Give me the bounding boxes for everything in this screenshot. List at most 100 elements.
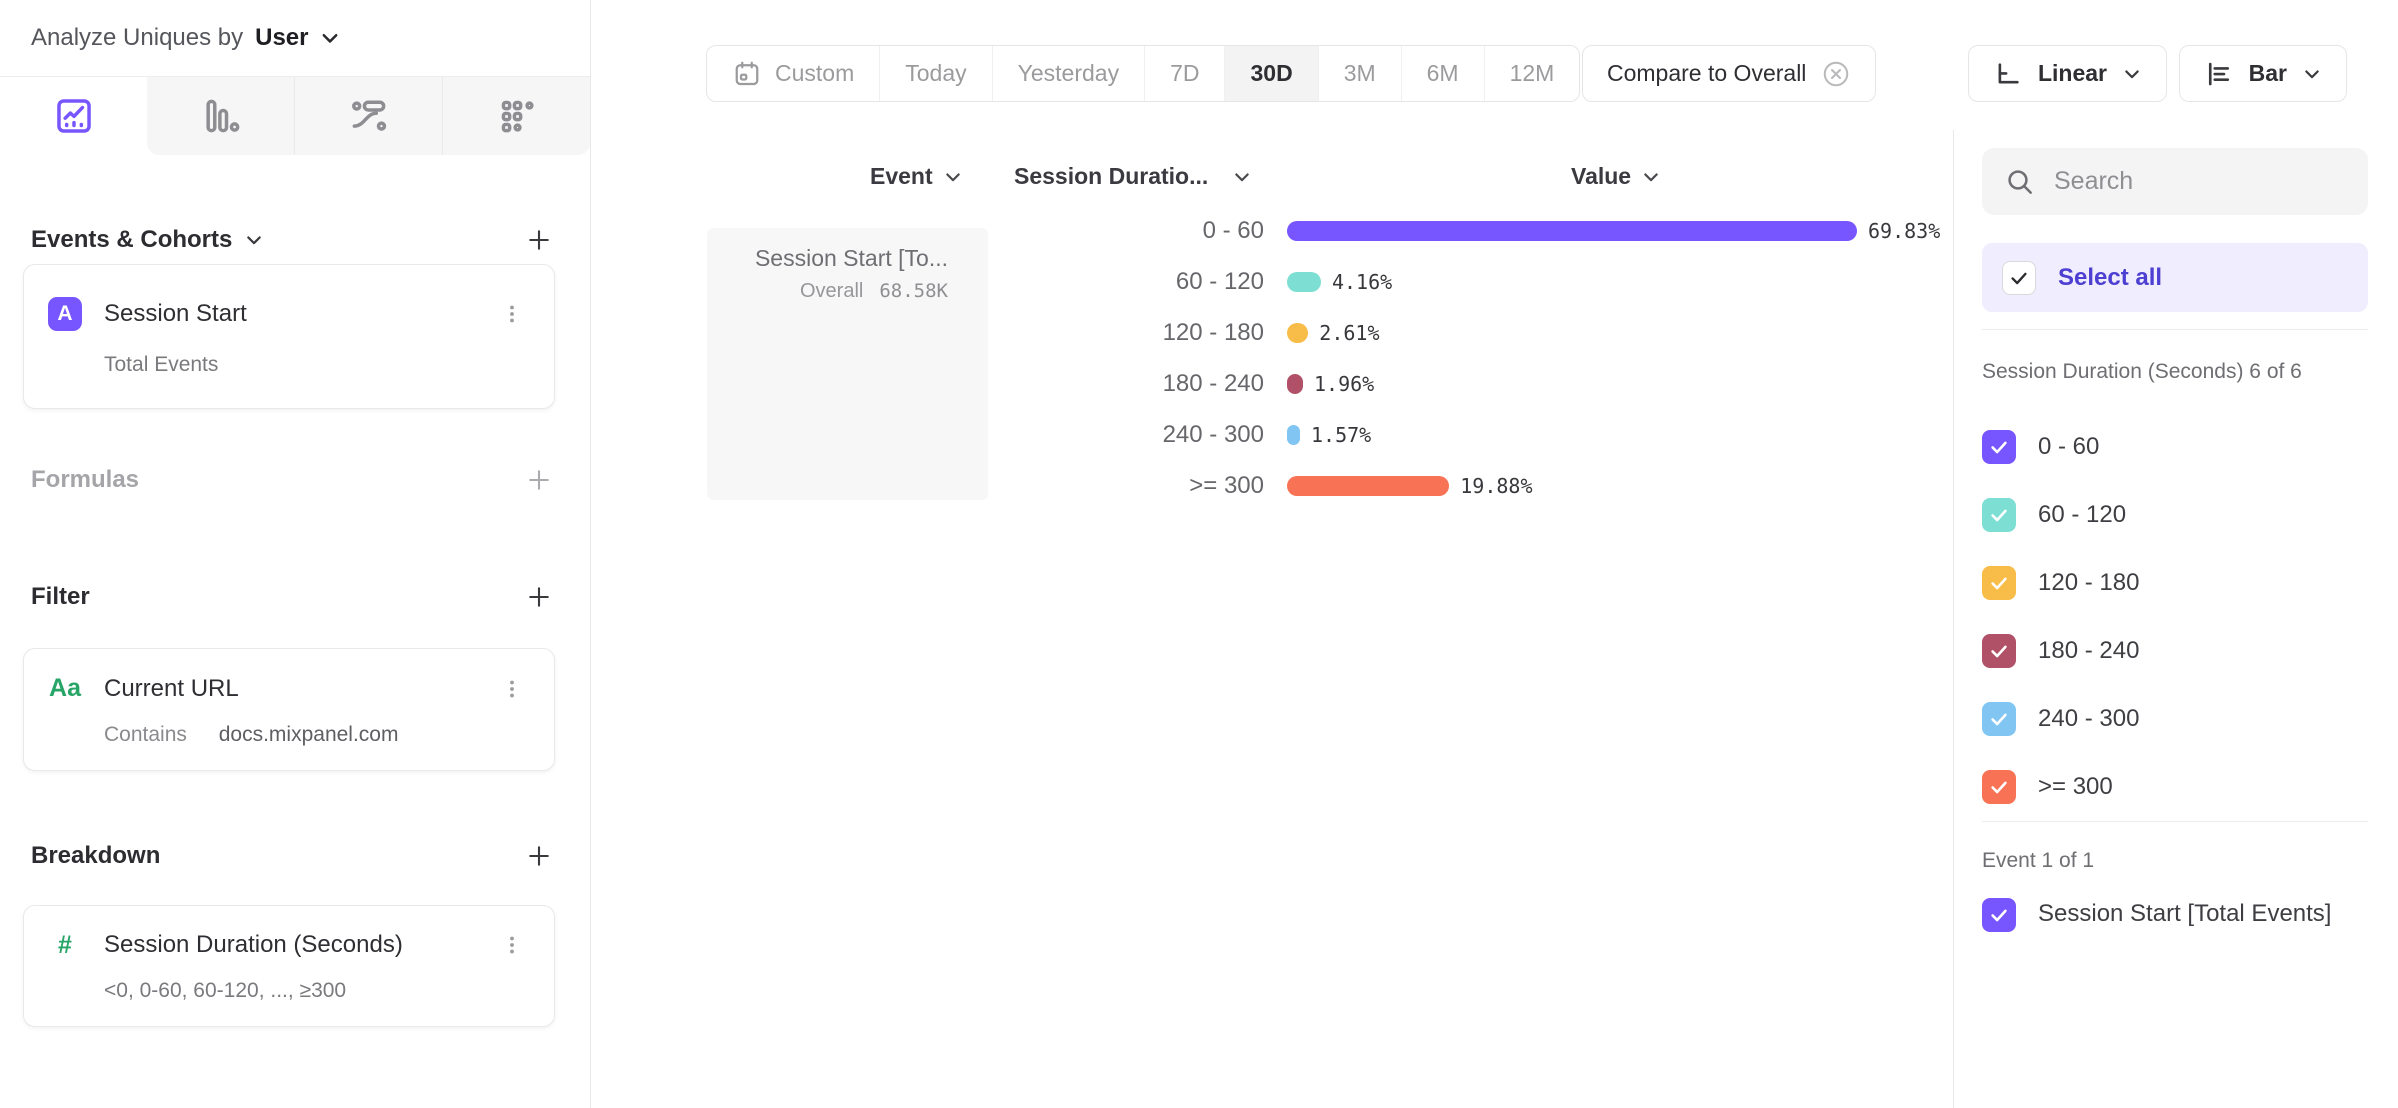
- date-range-option[interactable]: 6M: [1400, 46, 1484, 101]
- breakdown-item-label: 120 - 180: [2038, 569, 2140, 596]
- search-icon: [2004, 166, 2036, 198]
- column-header-event-label: Event: [870, 163, 933, 189]
- overall-value: 68.58K: [879, 280, 948, 302]
- date-range-option[interactable]: Yesterday: [991, 46, 1144, 101]
- bar-segment[interactable]: [1287, 424, 1300, 445]
- value-label: 1.96%: [1313, 371, 1375, 396]
- chart-row: 240 - 300 1.57%: [1000, 409, 1940, 460]
- breakdown-checkbox[interactable]: [1982, 430, 2016, 464]
- chevron-down-icon: [1232, 167, 1252, 187]
- search-input[interactable]: [2054, 167, 2346, 196]
- breakdown-item-label: 0 - 60: [2038, 433, 2100, 460]
- bar-segment[interactable]: [1287, 220, 1858, 241]
- add-event-button[interactable]: [525, 226, 553, 254]
- funnels-icon: [199, 94, 243, 138]
- tab-funnels[interactable]: [147, 77, 294, 155]
- event-card-subtitle[interactable]: Total Events: [104, 352, 219, 376]
- filter-card-title: Current URL: [104, 674, 239, 702]
- filter-card[interactable]: Aa Current URL Contains docs.mixpanel.co…: [23, 648, 555, 771]
- chevron-down-icon[interactable]: [244, 230, 264, 250]
- column-header-event[interactable]: Event: [870, 163, 963, 190]
- breakdown-checkbox[interactable]: [1982, 770, 2016, 804]
- date-range-label: Today: [905, 60, 967, 86]
- kebab-menu-icon[interactable]: [494, 298, 530, 330]
- chevron-down-icon: [2302, 64, 2322, 84]
- bar-segment[interactable]: [1287, 271, 1321, 292]
- filter-value[interactable]: docs.mixpanel.com: [218, 722, 399, 746]
- axis-scale-label: Linear: [2037, 60, 2107, 86]
- column-header-breakdown[interactable]: Session Duratio...: [1014, 163, 1252, 190]
- date-range-option[interactable]: 7D: [1144, 46, 1224, 101]
- breakdown-section-header: Breakdown: [31, 841, 553, 871]
- retention-icon: [495, 94, 539, 138]
- legend-event-item[interactable]: Session Start [Total Events]: [1982, 898, 2368, 932]
- breakdown-checkbox[interactable]: [1982, 634, 2016, 668]
- overall-label: Overall: [800, 280, 864, 302]
- breakdown-checkbox[interactable]: [1982, 702, 2016, 736]
- value-label: 19.88%: [1460, 473, 1533, 498]
- event-checkbox[interactable]: [1982, 898, 2016, 932]
- legend-breakdown-item[interactable]: 0 - 60: [1982, 413, 2368, 481]
- legend-breakdown-item[interactable]: 60 - 120: [1982, 481, 2368, 549]
- column-header-value-label: Value: [1571, 163, 1632, 189]
- kebab-menu-icon[interactable]: [494, 929, 530, 961]
- kebab-menu-icon[interactable]: [494, 673, 530, 705]
- bar-segment[interactable]: [1287, 475, 1450, 496]
- dismiss-circle-icon[interactable]: [1821, 59, 1851, 89]
- analysis-header: Analyze Uniques by User: [0, 0, 590, 77]
- select-all-row[interactable]: Select all: [1982, 243, 2368, 312]
- date-range-option[interactable]: 3M: [1317, 46, 1401, 101]
- bar-segment[interactable]: [1287, 322, 1309, 343]
- analysis-header-label: Analyze Uniques by: [31, 24, 244, 51]
- compare-to-overall-button[interactable]: Compare to Overall: [1582, 45, 1877, 102]
- bar-segment[interactable]: [1287, 373, 1303, 394]
- legend-breakdown-item[interactable]: 120 - 180: [1982, 549, 2368, 617]
- breakdown-item-label: 240 - 300: [2038, 705, 2140, 732]
- date-range-option[interactable]: 30D: [1224, 46, 1318, 101]
- chart-type-label: Bar: [2248, 60, 2287, 86]
- tab-insights[interactable]: [0, 77, 147, 155]
- compare-label: Compare to Overall: [1607, 60, 1807, 86]
- analysis-unit-dropdown[interactable]: User: [255, 24, 309, 51]
- date-range-option[interactable]: 12M: [1483, 46, 1580, 101]
- breakdown-card-subtitle[interactable]: <0, 0-60, 60-120, ..., ≥300: [104, 979, 347, 1002]
- legend-breakdown-item[interactable]: 240 - 300: [1982, 685, 2368, 753]
- breakdown-card-title: Session Duration (Seconds): [104, 931, 403, 958]
- date-range-control: Custom Today Yesterday 7D 30D 3M 6M 12M: [706, 45, 1581, 102]
- event-card[interactable]: A Session Start Total Events: [23, 264, 555, 409]
- bar-chart-icon: [2204, 59, 2234, 89]
- axis-scale-dropdown[interactable]: Linear: [1967, 45, 2167, 102]
- breakdown-group-header: Session Duration (Seconds) 6 of 6: [1982, 360, 2302, 383]
- add-formula-button[interactable]: [525, 466, 553, 494]
- date-range-label: 12M: [1509, 60, 1555, 86]
- add-filter-button[interactable]: [525, 583, 553, 611]
- breakdown-card[interactable]: # Session Duration (Seconds) <0, 0-60, 6…: [23, 905, 555, 1027]
- value-label: 69.83%: [1868, 218, 1941, 243]
- column-header-value[interactable]: Value: [1571, 163, 1661, 190]
- chart-type-dropdown[interactable]: Bar: [2178, 45, 2347, 102]
- chart-row-header: Session Start [To... Overall 68.58K: [707, 228, 988, 500]
- chevron-down-icon: [2122, 64, 2142, 84]
- breakdown-checkbox[interactable]: [1982, 566, 2016, 600]
- legend-breakdown-item[interactable]: 180 - 240: [1982, 617, 2368, 685]
- numeric-property-icon: #: [58, 930, 72, 959]
- tab-flows[interactable]: [294, 77, 442, 155]
- events-cohorts-title: Events & Cohorts: [31, 226, 233, 253]
- tab-retention[interactable]: [442, 77, 590, 155]
- column-header-breakdown-label: Session Duratio...: [1014, 163, 1209, 189]
- breakdown-checkbox[interactable]: [1982, 498, 2016, 532]
- breakdown-item-label: 60 - 120: [2038, 501, 2127, 528]
- chevron-down-icon: [943, 167, 963, 187]
- legend-search[interactable]: [1982, 148, 2368, 215]
- calendar-icon: [732, 59, 762, 89]
- date-range-option[interactable]: Today: [879, 46, 991, 101]
- category-label: 60 - 120: [1175, 267, 1264, 295]
- filter-operator[interactable]: Contains: [104, 722, 187, 746]
- legend-breakdown-item[interactable]: >= 300: [1982, 753, 2368, 821]
- select-all-checkbox[interactable]: [2002, 260, 2036, 295]
- date-range-option[interactable]: Custom: [707, 46, 879, 101]
- event-group-header: Event 1 of 1: [1982, 849, 2095, 872]
- panel-section-divider: [1982, 821, 2368, 822]
- add-breakdown-button[interactable]: [525, 842, 553, 870]
- value-label: 4.16%: [1331, 269, 1393, 294]
